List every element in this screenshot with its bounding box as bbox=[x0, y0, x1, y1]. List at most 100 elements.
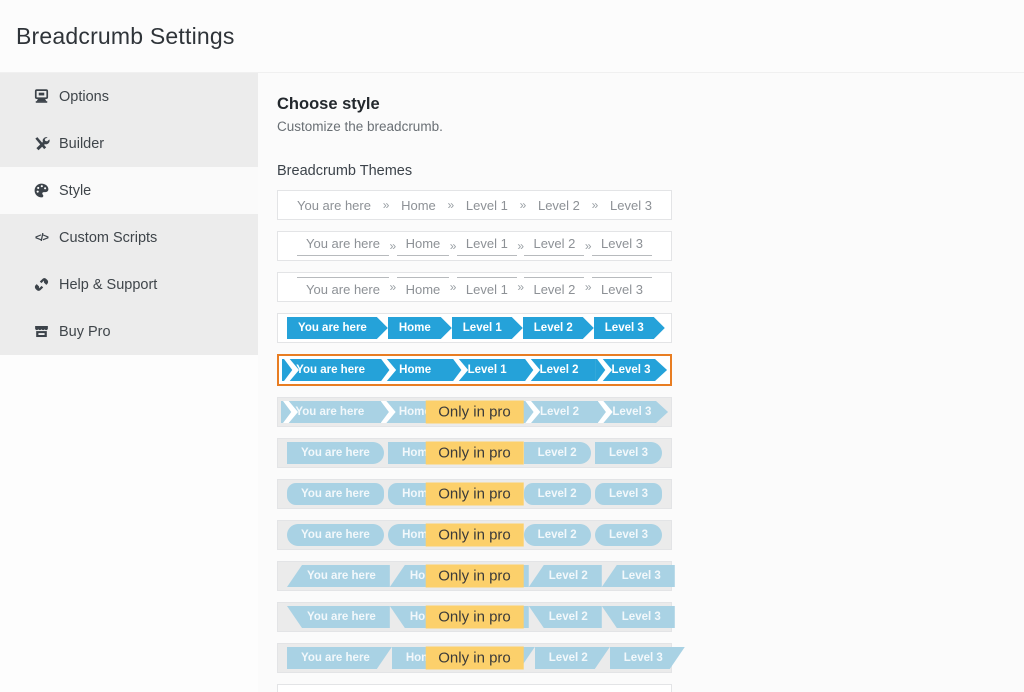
breadcrumb-item: Level 2 bbox=[524, 277, 585, 297]
chevron-separator-icon bbox=[525, 359, 541, 381]
sidebar-item-buy-pro[interactable]: Buy Pro bbox=[0, 308, 258, 355]
page-header: Breadcrumb Settings bbox=[0, 0, 1024, 73]
breadcrumb-item: You are here bbox=[287, 647, 392, 669]
breadcrumb-item: Level 2 bbox=[528, 606, 602, 628]
chevron-separator-icon bbox=[381, 359, 397, 381]
breadcrumb-item: Level 2 bbox=[523, 524, 591, 546]
pro-badge: Only in pro bbox=[425, 482, 524, 506]
breadcrumb-separator: » bbox=[449, 280, 457, 294]
breadcrumb-item: Level 3 bbox=[610, 647, 685, 669]
style-icon bbox=[33, 182, 50, 199]
theme-option-5-selected[interactable]: You are here Home Level 1 Level 2 Level 3 bbox=[277, 354, 672, 386]
options-icon bbox=[33, 88, 50, 105]
chevron-separator-icon bbox=[525, 401, 541, 423]
pro-badge: Only in pro bbox=[425, 564, 524, 588]
breadcrumb-item: Level 1 bbox=[456, 236, 517, 256]
breadcrumb-item: Level 3 bbox=[601, 606, 675, 628]
breadcrumb-preview: You are here» Home» Level 1» Level 2» Level … bbox=[278, 198, 671, 213]
breadcrumb-item: Level 3 bbox=[594, 483, 662, 505]
breadcrumb-item: You are here bbox=[282, 359, 380, 381]
page-title: Breadcrumb Settings bbox=[16, 22, 235, 49]
breadcrumb-item: Level 3 bbox=[592, 277, 652, 297]
breadcrumb-item: Level 2 bbox=[523, 317, 594, 339]
breadcrumb-separator: » bbox=[389, 280, 397, 294]
breadcrumb-item: You are here bbox=[297, 197, 371, 213]
breadcrumb-item: Level 3 bbox=[595, 359, 667, 381]
breadcrumb-item: Home bbox=[396, 277, 450, 297]
sidebar-item-custom-scripts[interactable]: </> Custom Scripts bbox=[0, 214, 258, 261]
breadcrumb-item: Level 2 bbox=[537, 197, 580, 213]
sidebar: Options Builder Style </> Custom Scripts Help… bbox=[0, 73, 258, 692]
pro-badge: Only in pro bbox=[425, 646, 524, 670]
breadcrumb-item: You are here bbox=[281, 401, 379, 423]
breadcrumb-item: Level 3 bbox=[594, 317, 665, 339]
breadcrumb-item: Level 2 bbox=[523, 401, 596, 423]
breadcrumb-item: Level 3 bbox=[592, 236, 652, 256]
breadcrumb-preview: You are here» Home» Level 1» Level 2» Level … bbox=[278, 236, 671, 256]
breadcrumb-item: You are here bbox=[297, 277, 389, 297]
breadcrumb-item: Level 2 bbox=[523, 483, 591, 505]
breadcrumb-item: Level 3 bbox=[594, 524, 662, 546]
breadcrumb-separator: » bbox=[449, 239, 457, 253]
sidebar-item-builder[interactable]: Builder bbox=[0, 120, 258, 167]
pro-badge: Only in pro bbox=[425, 400, 524, 424]
breadcrumb-item: Level 1 bbox=[451, 359, 524, 381]
breadcrumb-item: Level 3 bbox=[596, 401, 668, 423]
theme-option-3[interactable]: You are here» Home» Level 1» Level 2» Level … bbox=[277, 272, 672, 302]
main-content: Choose style Customize the breadcrumb. B… bbox=[258, 73, 1024, 692]
breadcrumb-item: You are here bbox=[287, 483, 384, 505]
breadcrumb-item: Home bbox=[396, 236, 450, 256]
sidebar-item-label: Style bbox=[59, 182, 92, 199]
sidebar-item-label: Options bbox=[59, 88, 109, 105]
breadcrumb-item: Home bbox=[401, 197, 436, 213]
breadcrumb-separator: » bbox=[584, 239, 592, 253]
sidebar-item-help-support[interactable]: Help & Support bbox=[0, 261, 258, 308]
breadcrumb-item: Level 2 bbox=[523, 442, 591, 464]
theme-option-1[interactable]: You are here » Home » Level 1 » Level 2 » Level … bbox=[277, 190, 672, 220]
sidebar-item-style[interactable]: Style bbox=[0, 167, 258, 214]
sidebar-item-label: Help & Support bbox=[59, 276, 158, 293]
breadcrumb-item: Level 2 bbox=[523, 359, 596, 381]
breadcrumb-separator: » bbox=[591, 198, 599, 212]
builder-icon bbox=[33, 135, 50, 152]
chevron-separator-icon bbox=[597, 359, 612, 381]
breadcrumb-item: You are here bbox=[287, 606, 390, 628]
breadcrumb-separator: » bbox=[517, 280, 524, 294]
breadcrumb-item: You are here bbox=[287, 524, 384, 546]
chevron-separator-icon bbox=[283, 401, 298, 423]
section-subheading: Customize the breadcrumb. bbox=[277, 119, 443, 134]
breadcrumb-separator: » bbox=[519, 198, 527, 212]
breadcrumb-item: Home bbox=[379, 359, 452, 381]
sidebar-menu: Options Builder Style </> Custom Scripts Help… bbox=[0, 73, 258, 355]
themes-label: Breadcrumb Themes bbox=[277, 163, 413, 179]
chevron-separator-icon bbox=[380, 401, 396, 423]
breadcrumb-item: Level 2 bbox=[524, 236, 585, 256]
theme-option-13[interactable]: You are here»Home»Level 1»Level 2»Level … bbox=[277, 684, 672, 692]
breadcrumb-separator: » bbox=[584, 280, 592, 294]
sidebar-item-label: Builder bbox=[59, 135, 105, 152]
buy-pro-icon bbox=[33, 323, 50, 340]
sidebar-item-label: Buy Pro bbox=[59, 323, 111, 340]
theme-option-4[interactable]: You are here Home Level 1 Level 2 Level 3 bbox=[277, 313, 672, 343]
chevron-separator-icon bbox=[284, 359, 299, 381]
sidebar-item-options[interactable]: Options bbox=[0, 73, 258, 120]
breadcrumb-item: Level 1 bbox=[452, 317, 523, 339]
theme-option-2[interactable]: You are here» Home» Level 1» Level 2» Level … bbox=[277, 231, 672, 261]
themes-list: You are here» Home» Level 1» Level 2» Level … bbox=[277, 190, 1024, 692]
section-heading: Choose style bbox=[277, 95, 380, 113]
pro-badge: Only in pro bbox=[425, 605, 524, 629]
breadcrumb-item: You are here bbox=[287, 317, 388, 339]
sidebar-item-label: Custom Scripts bbox=[59, 229, 158, 246]
breadcrumb-item: Level 3 bbox=[601, 565, 675, 587]
breadcrumb-item: Level 3 bbox=[594, 442, 662, 464]
custom-scripts-icon: </> bbox=[35, 231, 49, 244]
